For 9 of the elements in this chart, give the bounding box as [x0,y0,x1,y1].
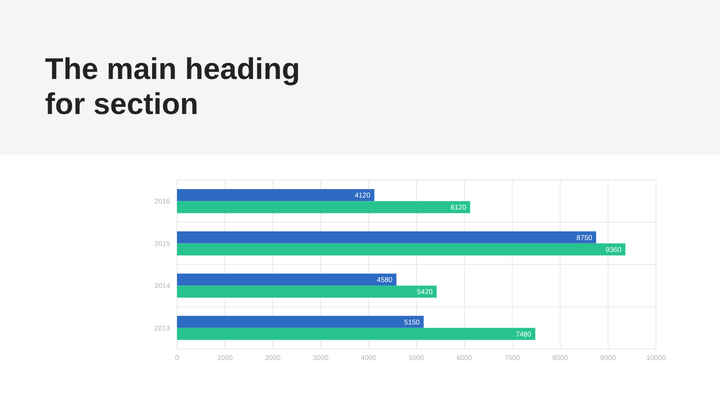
chart-title: The main heading for section [45,53,300,121]
bar [177,189,374,202]
bar [177,316,424,328]
bar [177,286,437,298]
bar [177,201,470,214]
bar [177,274,396,286]
bar [177,328,536,340]
bar [177,243,626,256]
bar [177,231,596,244]
